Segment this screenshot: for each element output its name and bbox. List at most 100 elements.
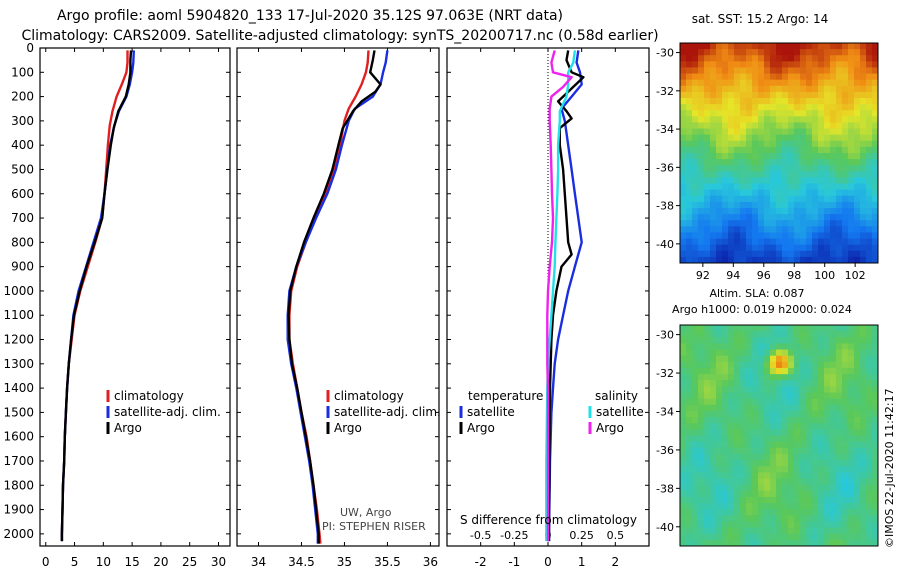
- map-cell: [770, 146, 777, 154]
- map-cell: [800, 85, 807, 93]
- depth-tick-label: 400: [11, 138, 34, 152]
- map-cell: [812, 410, 819, 418]
- map-cell: [830, 189, 837, 197]
- depth-tick-label: 900: [11, 260, 34, 274]
- map-cell: [758, 325, 765, 332]
- map-cell: [752, 244, 759, 252]
- map-cell: [818, 386, 825, 393]
- map-cell: [860, 195, 867, 203]
- map-cell: [686, 177, 693, 184]
- map-cell: [824, 392, 831, 400]
- map-cell: [806, 453, 813, 461]
- map-cell: [752, 398, 759, 406]
- map-cell: [746, 521, 753, 528]
- map-cell: [752, 116, 759, 123]
- map-cell: [824, 527, 831, 535]
- map-cell: [716, 527, 723, 535]
- map-cell: [782, 122, 789, 129]
- map-cell: [872, 153, 879, 160]
- map-cell: [806, 220, 813, 227]
- map-cell: [758, 171, 765, 178]
- map-cell: [758, 337, 765, 344]
- map-cell: [842, 238, 849, 246]
- map-cell: [710, 189, 717, 197]
- map-cell: [812, 134, 819, 142]
- map-cell: [758, 374, 765, 381]
- sst-map-cells: [680, 43, 879, 264]
- map-cell: [872, 244, 879, 252]
- map-cell: [770, 447, 777, 455]
- map-cell: [704, 478, 711, 486]
- map-cell: [710, 110, 717, 117]
- map-cell: [818, 404, 825, 412]
- map-cell: [734, 509, 741, 516]
- map-cell: [848, 453, 855, 461]
- map-cell: [716, 104, 723, 111]
- map-cell: [692, 466, 699, 473]
- map-cell: [758, 195, 765, 203]
- map-cell: [686, 220, 693, 227]
- map-cell: [776, 429, 783, 436]
- map-cell: [866, 398, 873, 406]
- map-cell: [692, 392, 699, 400]
- map-cell: [776, 79, 783, 87]
- map-cell: [866, 441, 873, 449]
- sla-map-title-line-1: Altim. SLA: 0.087: [709, 287, 804, 300]
- map-cell: [872, 533, 879, 541]
- map-cell: [854, 220, 861, 227]
- map-cell: [740, 122, 747, 129]
- map-cell: [812, 220, 819, 227]
- map-cell: [716, 189, 723, 197]
- map-cell: [740, 484, 747, 492]
- map-cell: [842, 527, 849, 535]
- map-cell: [872, 355, 879, 363]
- map-cell: [782, 183, 789, 191]
- map-cell: [710, 453, 717, 461]
- map-cell: [746, 466, 753, 473]
- map-cell: [686, 116, 693, 123]
- map-cell: [800, 67, 807, 74]
- map-cell: [836, 521, 843, 528]
- map-cell: [860, 226, 867, 233]
- map-cell: [824, 441, 831, 449]
- map-cell: [776, 527, 783, 535]
- map-cell: [752, 67, 759, 74]
- map-cell: [698, 146, 705, 154]
- map-cell: [758, 349, 765, 357]
- map-cell: [800, 79, 807, 87]
- depth-tick-label: 600: [11, 187, 34, 201]
- map-cell: [686, 355, 693, 363]
- map-cell: [794, 189, 801, 197]
- map-cell: [692, 331, 699, 338]
- map-cell: [734, 134, 741, 142]
- map-cell: [752, 232, 759, 239]
- map-cell: [776, 404, 783, 412]
- map-cell: [734, 478, 741, 486]
- map-cell: [716, 490, 723, 498]
- map-cell: [740, 441, 747, 449]
- map-cell: [830, 343, 837, 350]
- map-cell: [746, 140, 753, 148]
- map-cell: [806, 208, 813, 215]
- map-cell: [752, 55, 759, 62]
- map-cell: [710, 226, 717, 233]
- map-cell: [818, 527, 825, 535]
- map-cell: [728, 177, 735, 184]
- map-cell: [746, 232, 753, 239]
- map-cell: [704, 410, 711, 418]
- map-cell: [704, 91, 711, 99]
- map-cell: [776, 349, 783, 357]
- map-cell: [680, 79, 687, 87]
- map-cell: [692, 98, 699, 105]
- map-cell: [752, 250, 759, 258]
- map-cell: [710, 177, 717, 184]
- map-cell: [866, 244, 873, 252]
- map-cell: [776, 533, 783, 541]
- map-cell: [740, 146, 747, 154]
- map-cell: [776, 435, 783, 443]
- map-cell: [776, 195, 783, 203]
- map-cell: [758, 484, 765, 492]
- map-cell: [692, 484, 699, 492]
- map-cell: [812, 49, 819, 56]
- map-cell: [854, 441, 861, 449]
